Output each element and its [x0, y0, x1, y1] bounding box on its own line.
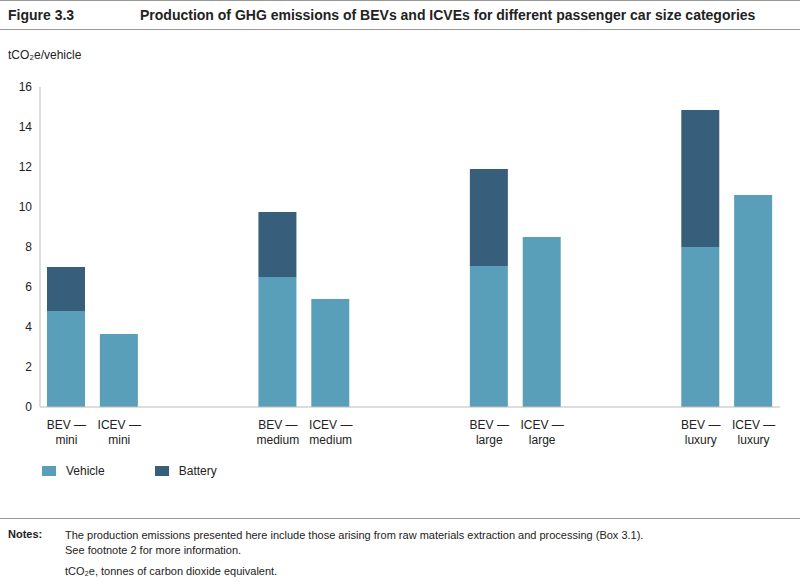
svg-text:6: 6: [25, 280, 32, 294]
html-text:Vehicle: Vehicle: [66, 464, 105, 478]
svg-text:8: 8: [25, 240, 32, 254]
svg-text:BEV —: BEV —: [47, 418, 86, 432]
html-text:tCO₂e/vehicle: tCO₂e/vehicle: [8, 48, 82, 62]
svg-text:0: 0: [25, 400, 32, 414]
html-text:See footnote 2 for more inform: See footnote 2 for more information.: [65, 544, 242, 556]
html-text:The production emissions prese: The production emissions presented here …: [65, 529, 644, 541]
html-text:Figure 3.3: Figure 3.3: [8, 7, 75, 23]
svg-text:BEV —: BEV —: [258, 418, 297, 432]
svg-text:large: large: [476, 433, 503, 447]
svg-text:ICEV —: ICEV —: [98, 418, 141, 432]
svg-text:2: 2: [25, 360, 32, 374]
svg-text:luxury: luxury: [685, 433, 717, 447]
svg-text:luxury: luxury: [738, 433, 770, 447]
svg-text:BEV —: BEV —: [681, 418, 720, 432]
svg-text:ICEV —: ICEV —: [732, 418, 775, 432]
svg-text:4: 4: [25, 320, 32, 334]
svg-text:large: large: [529, 433, 556, 447]
svg-text:mini: mini: [55, 433, 77, 447]
svg-text:10: 10: [19, 200, 33, 214]
svg-text:14: 14: [19, 120, 33, 134]
html-text:Production of GHG emissions of: Production of GHG emissions of BEVs and …: [140, 7, 756, 23]
svg-text:medium: medium: [257, 433, 300, 447]
svg-text:ICEV —: ICEV —: [520, 418, 563, 432]
svg-text:16: 16: [19, 80, 33, 94]
svg-text:12: 12: [19, 160, 33, 174]
html-text:tCO₂e, tonnes of carbon dioxid: tCO₂e, tonnes of carbon dioxide equivale…: [65, 565, 278, 577]
svg-text:mini: mini: [108, 433, 130, 447]
svg-text:BEV —: BEV —: [470, 418, 509, 432]
html-text:Battery: Battery: [178, 464, 217, 478]
svg-text:medium: medium: [309, 433, 352, 447]
svg-text:ICEV —: ICEV —: [309, 418, 352, 432]
html-text:Notes:: Notes:: [8, 528, 43, 540]
